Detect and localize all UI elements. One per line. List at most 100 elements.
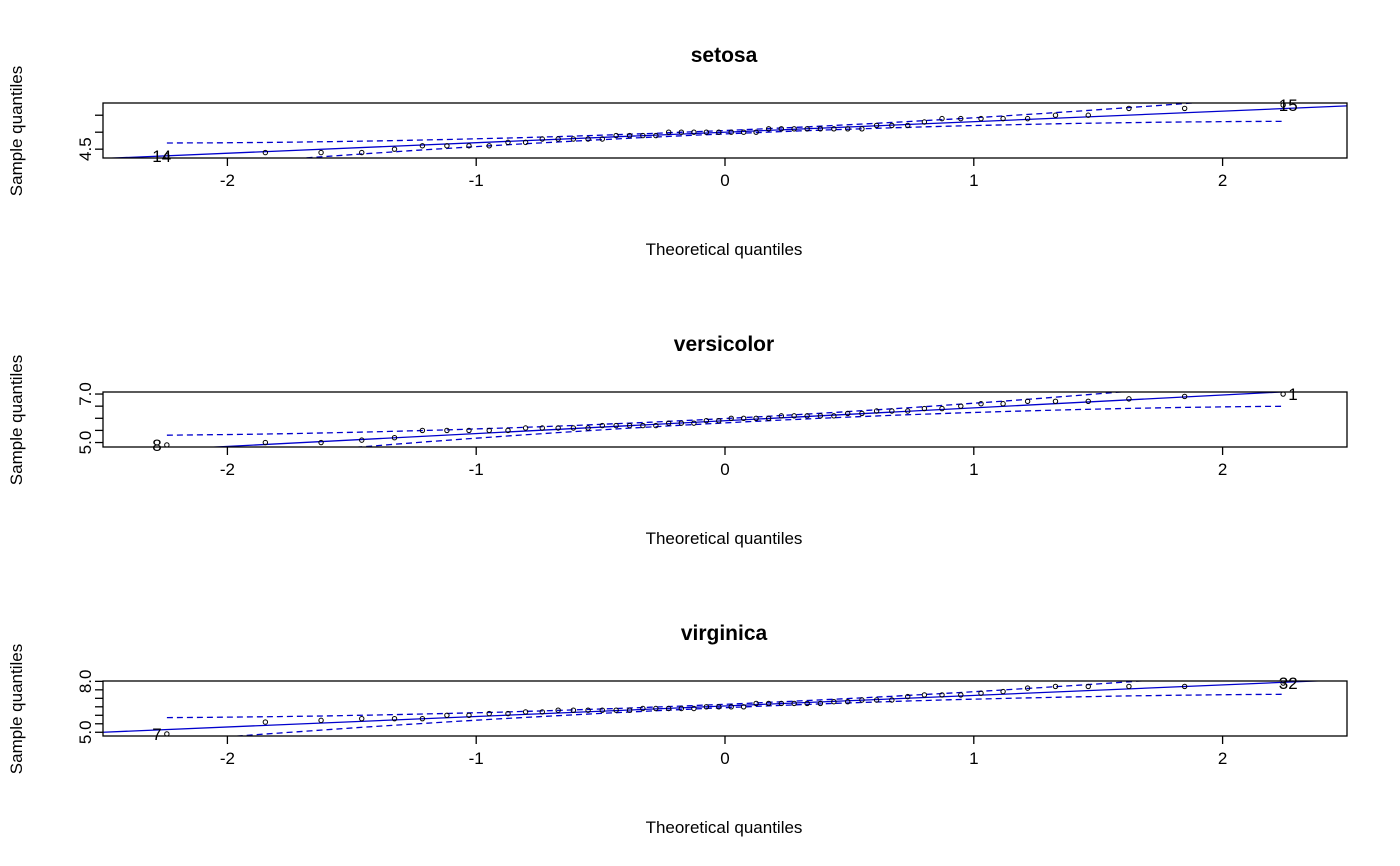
data-point	[522, 425, 529, 431]
x-tick-label: 2	[1218, 171, 1227, 190]
data-point	[939, 115, 945, 122]
data-point	[703, 704, 710, 710]
y-axis: 5.0 8.0	[76, 670, 103, 744]
point-label: 7	[152, 725, 161, 744]
panel-virginica: virginica -2 -1 0 1 2 5.0 8.0 Theoretical qua…	[7, 622, 1348, 837]
data-point	[444, 143, 450, 149]
x-tick-label: -2	[220, 171, 235, 190]
data-point	[1085, 112, 1091, 118]
data-point	[1126, 105, 1132, 112]
data-point	[318, 149, 324, 156]
data-point	[653, 422, 659, 429]
envelope-upper	[166, 392, 1128, 436]
x-tick-label: 1	[969, 171, 978, 190]
data-point	[765, 415, 772, 421]
data-point	[653, 705, 659, 712]
data-point	[585, 707, 591, 713]
data-point	[817, 700, 824, 707]
data-point	[626, 132, 633, 139]
data-point	[921, 119, 928, 125]
y-axis-label: Sample quantiles	[7, 355, 26, 485]
data-point	[691, 705, 697, 712]
data-point	[845, 410, 851, 417]
x-tick-label: 0	[720, 749, 729, 768]
data-point	[765, 700, 772, 707]
data-point	[691, 129, 697, 135]
data-point	[391, 434, 398, 441]
data-point	[626, 707, 633, 713]
data-point	[728, 129, 734, 135]
x-axis-label: Theoretical quantiles	[646, 529, 803, 548]
data-point	[505, 139, 511, 146]
envelope-lower	[229, 693, 1284, 736]
data-point	[505, 427, 511, 434]
data-point	[1052, 112, 1059, 118]
data-point	[859, 697, 865, 703]
data-point	[728, 704, 734, 710]
data-point	[905, 408, 911, 414]
data-point	[1181, 393, 1188, 400]
data-point	[939, 405, 945, 412]
plot-marks	[103, 681, 1331, 736]
plot-marks	[103, 103, 1347, 158]
data-point	[859, 126, 865, 132]
data-point	[359, 149, 365, 156]
data-point	[522, 709, 529, 715]
point-label: 1	[1288, 385, 1297, 404]
data-point	[653, 132, 659, 139]
data-point	[804, 413, 810, 419]
data-point	[740, 129, 747, 135]
point-label: 32	[1279, 674, 1298, 693]
data-point	[978, 401, 984, 407]
y-axis-label: Sample quantiles	[7, 644, 26, 774]
data-point	[678, 129, 685, 135]
data-point	[466, 143, 472, 149]
data-point	[678, 420, 685, 426]
data-point	[831, 126, 837, 132]
data-point	[1126, 683, 1132, 690]
data-point	[939, 692, 945, 698]
data-point	[716, 418, 722, 424]
data-point	[613, 422, 619, 429]
data-point	[613, 707, 619, 713]
data-point	[716, 129, 722, 135]
data-point	[791, 413, 797, 419]
data-point	[419, 715, 426, 722]
data-point	[716, 704, 722, 710]
y-axis: 4.5	[76, 114, 103, 161]
data-point	[921, 405, 928, 412]
plot-frame	[102, 680, 1348, 737]
data-point	[522, 139, 529, 146]
data-point	[585, 425, 591, 431]
y-tick-label: 8.0	[76, 670, 95, 694]
data-point	[164, 442, 170, 447]
data-point	[1280, 392, 1286, 397]
data-point	[921, 692, 928, 698]
data-point	[585, 136, 591, 142]
x-tick-label: 1	[969, 749, 978, 768]
y-tick-label: 4.5	[76, 137, 95, 161]
data-point	[958, 115, 964, 122]
data-point	[1024, 115, 1031, 122]
reference-line	[203, 392, 1294, 447]
x-axis: -2 -1 0 1 2	[220, 447, 1227, 479]
x-tick-label: 0	[720, 171, 729, 190]
panel-title: versicolor	[674, 333, 774, 356]
data-point	[1000, 688, 1006, 695]
data-point	[555, 136, 561, 142]
data-point	[505, 710, 511, 717]
x-axis-label: Theoretical quantiles	[646, 818, 803, 837]
data-point	[318, 439, 324, 446]
x-tick-label: 1	[969, 460, 978, 479]
y-tick-label: 5.0	[76, 431, 95, 455]
point-label: 14	[152, 147, 171, 166]
data-point	[665, 705, 672, 712]
panel-title: virginica	[681, 622, 768, 645]
data-point	[845, 699, 851, 705]
data-point	[164, 153, 170, 158]
data-point	[778, 126, 785, 132]
data-point	[831, 699, 837, 705]
data-point	[978, 115, 984, 122]
y-tick-label: 7.0	[76, 382, 95, 406]
